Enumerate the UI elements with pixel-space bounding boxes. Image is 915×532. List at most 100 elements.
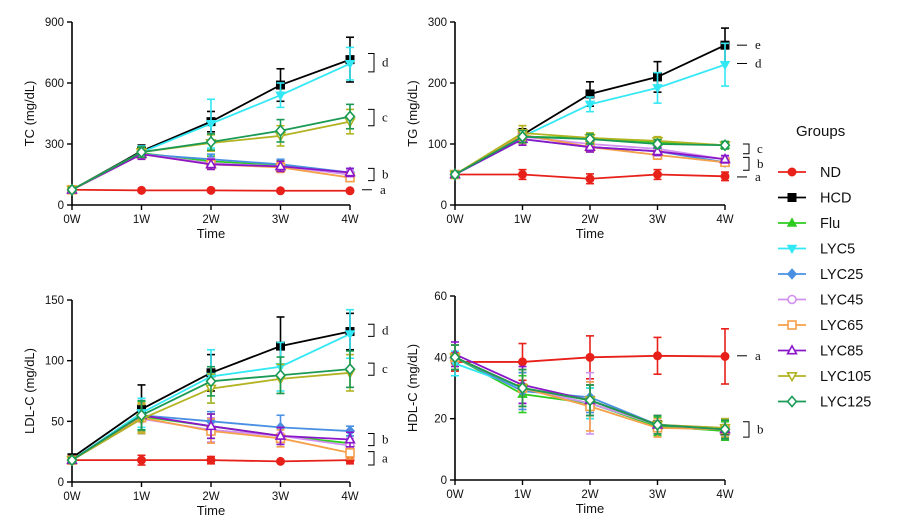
data-point	[344, 110, 356, 123]
data-point	[651, 145, 664, 156]
y-axis-label: TG (mg/dL)	[405, 80, 420, 146]
y-tick-label: 900	[45, 17, 64, 29]
series-nd	[67, 454, 355, 466]
data-point	[344, 166, 356, 177]
significance-marker: d	[737, 55, 762, 70]
significance-marker: c	[368, 108, 388, 127]
legend-item-nd: ND	[778, 165, 841, 181]
x-tick-label: 2W	[581, 214, 598, 226]
x-tick-label: 0W	[446, 489, 463, 501]
y-tick-label: 0	[58, 200, 64, 212]
legend-marker	[786, 244, 798, 255]
significance-letter: b	[382, 432, 389, 447]
legend-label: LYC105	[820, 369, 871, 385]
significance-marker: a	[362, 182, 386, 197]
series-nd	[450, 168, 730, 185]
y-tick-label: 300	[45, 139, 64, 151]
significance-marker: a	[368, 450, 388, 466]
x-tick-label: 2W	[202, 214, 219, 226]
significance-marker: a	[737, 169, 761, 184]
legend-label: ND	[820, 165, 841, 181]
y-tick-label: 100	[45, 356, 64, 368]
data-point	[206, 455, 216, 465]
data-point	[66, 453, 78, 467]
significance-marker: d	[368, 53, 389, 73]
data-point	[205, 419, 217, 431]
data-point	[276, 456, 285, 466]
data-point	[344, 59, 356, 70]
significance-letter: a	[755, 169, 761, 184]
x-tick-label: 2W	[581, 489, 598, 501]
x-tick-label: 4W	[341, 214, 358, 226]
y-tick-label: 600	[45, 78, 64, 90]
data-point	[518, 357, 527, 367]
y-axis-label: LDL-C (mg/dL)	[22, 348, 37, 434]
data-point	[449, 351, 461, 364]
legend-marker	[787, 193, 797, 202]
legend-label: LYC25	[820, 267, 863, 283]
significance-marker: b	[743, 156, 764, 171]
x-tick-label: 1W	[133, 491, 150, 503]
data-point	[137, 455, 146, 465]
data-point	[652, 418, 663, 432]
legend-marker	[787, 167, 797, 177]
x-tick-label: 0W	[63, 491, 80, 503]
data-point	[584, 100, 596, 110]
legend-marker	[786, 217, 798, 227]
x-axis-label: Time	[197, 226, 225, 241]
significance-letter: a	[380, 182, 386, 197]
data-point	[137, 185, 146, 195]
data-point	[653, 351, 662, 361]
legend-item-lyc5: LYC5	[778, 242, 855, 258]
legend-item-lyc45: LYC45	[778, 293, 863, 309]
data-point	[344, 433, 356, 444]
data-point	[584, 394, 596, 407]
significance-marker: b	[368, 432, 389, 447]
data-point	[205, 135, 217, 149]
y-tick-label: 60	[434, 291, 447, 303]
data-point	[584, 132, 596, 146]
data-point	[345, 186, 355, 196]
significance-marker: d	[368, 322, 389, 337]
significance-marker: c	[368, 361, 388, 376]
y-tick-label: 40	[434, 352, 447, 364]
data-point	[276, 186, 285, 196]
significance-marker: c	[743, 141, 763, 156]
data-point	[517, 130, 528, 143]
y-tick-label: 100	[428, 139, 447, 151]
data-point	[518, 170, 527, 179]
series-lyc125	[66, 103, 356, 196]
y-tick-label: 0	[441, 475, 447, 487]
x-tick-label: 1W	[514, 214, 531, 226]
legend-label: LYC85	[820, 344, 863, 360]
legend-marker	[787, 294, 797, 305]
data-point	[275, 91, 286, 101]
y-axis-label: TC (mg/dL)	[22, 81, 37, 147]
x-axis-label: Time	[197, 503, 225, 518]
y-tick-label: 0	[441, 200, 447, 212]
legend-item-hcd: HCD	[778, 191, 851, 207]
y-tick-label: 200	[428, 78, 447, 90]
series-lyc125	[449, 344, 731, 440]
significance-marker: b	[368, 167, 389, 182]
x-tick-label: 1W	[514, 489, 531, 501]
significance-letter: a	[755, 348, 761, 363]
y-tick-label: 50	[51, 416, 64, 428]
legend-marker	[787, 320, 797, 330]
data-point	[344, 362, 356, 376]
significance-marker: a	[737, 348, 761, 363]
tg-panel: 0 100 200 300 0W 1W 2W 3W 4W Time TG (mg/dL) ed cba	[405, 17, 764, 241]
significance-letter: d	[382, 55, 389, 70]
data-point	[720, 171, 730, 181]
legend-label: LYC5	[820, 242, 855, 258]
x-tick-label: 4W	[716, 214, 733, 226]
data-point	[275, 369, 286, 382]
y-tick-label: 20	[434, 414, 447, 426]
data-point	[517, 381, 528, 395]
data-point	[719, 139, 731, 152]
data-point	[136, 409, 147, 422]
legend-label: HCD	[820, 191, 851, 207]
x-axis-label: Time	[576, 501, 604, 516]
significance-letter: c	[382, 361, 388, 376]
series-lyc125	[449, 129, 731, 181]
